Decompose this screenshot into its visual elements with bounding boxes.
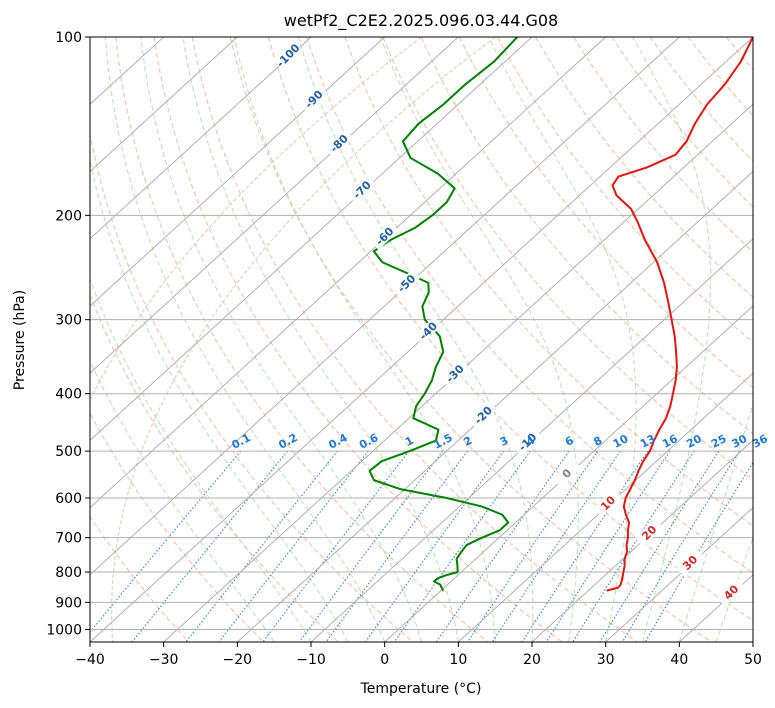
isotherm-label-bg [675,548,705,577]
isotherm-line [90,37,533,442]
dry-adiabat [191,37,638,642]
x-tick-label: 10 [449,652,467,668]
x-tick-label: 0 [380,652,389,668]
mixing-ratio-label: 16 [660,432,680,451]
mixing-ratio-label-text: 20 [684,432,704,451]
y-tick-label: 400 [55,387,82,403]
isotherm-line [90,37,312,240]
plot-frame [89,36,754,643]
isotherm-label-bg [324,129,354,158]
x-tick-label: 30 [597,652,615,668]
moist-adiabat [632,37,712,642]
y-tick-label: 800 [55,565,82,581]
x-tick-label: −40 [75,652,105,668]
moist-adiabat [678,401,753,642]
mixing-ratio-label: 20 [684,432,704,451]
isotherm-line [90,37,680,576]
moist-adiabat [488,37,637,642]
y-tick-label: 500 [55,444,82,460]
y-tick-label: 700 [55,531,82,547]
isotherm-label-bg [299,84,328,114]
y-tick-label: 200 [55,208,82,224]
y-tick-label: 900 [55,595,82,611]
x-axis-label: Temperature (°C) [360,681,482,697]
isotherm-line [310,237,753,642]
isotherm-label-bg [513,427,542,457]
y-tick-label: 600 [55,491,82,507]
x-tick-label: 40 [670,652,688,668]
isotherm-line [90,37,607,509]
isotherm-line [236,170,753,642]
isotherm-line [90,37,238,173]
isotherm-label-bg [716,578,746,607]
isotherm-label-bg [392,269,421,298]
isotherm-label-bg [413,316,443,345]
dry-adiabat [420,37,753,435]
isotherm-line [384,305,753,642]
mixing-ratio-label-text: 16 [660,432,680,451]
dry-adiabat [90,515,190,642]
dewpoint-line [368,37,518,592]
mixing-ratio-label: 13 [638,432,658,451]
isotherm-label: 0 [552,459,581,488]
moist-adiabat [182,37,459,642]
isotherm-label-bg [273,41,303,70]
mixing-ratio-label-text: 30 [730,432,750,451]
isotherm-label-bg [552,459,581,488]
x-tick-label: −30 [149,652,179,668]
isotherm-label-bg [593,488,622,518]
chart-title: wetPf2_C2E2.2025.096.03.44.G08 [284,11,558,31]
y-tick-label: 1000 [46,622,82,638]
isotherm-label-bg [468,400,498,430]
moist-adiabat [140,37,422,642]
mixing-ratio-label: 25 [709,432,729,451]
isotherm-label-bg [634,518,664,547]
mixing-ratio-label-text: 10 [611,432,631,451]
isotherm-line [605,506,753,642]
moist-adiabat [380,37,579,642]
isotherm-line [163,103,753,642]
mixing-ratio-label: 30 [730,432,750,451]
profile-lines [368,37,753,592]
isotherm-line [457,372,753,642]
mixing-ratio-label-text: 25 [709,432,729,451]
isotherm-label-bg [440,359,469,388]
mixing-ratio-label: 10 [611,432,631,451]
dry-adiabat [458,37,753,389]
isotherm-label-bg [370,221,399,251]
mixing-ratio-label-text: 13 [638,432,658,451]
temperature-line [606,37,753,592]
x-tick-label: 20 [523,652,541,668]
y-axis-label: Pressure (hPa) [12,290,28,390]
isotherm-line [90,37,386,307]
x-tick-label: −20 [223,652,253,668]
x-tick-label: −10 [296,652,326,668]
y-tick-label: 300 [55,313,82,329]
x-tick-label: 50 [744,652,762,668]
moist-adiabat [90,359,275,642]
dry-adiabat [382,37,753,481]
dry-adiabat [496,37,753,344]
dry-adiabat [535,37,753,298]
dry-adiabat [115,37,489,642]
moist-adiabat [90,158,349,642]
line-labels: -100-90-80-70-60-50-40-30-20-10010203040… [230,41,770,607]
isotherm-label-bg [347,175,376,204]
y-tick-label: 100 [55,30,82,46]
moist-adiabat [233,37,496,642]
mixing-ratio-label: 36 [750,432,770,451]
mixing-ratio-label-text: 36 [750,432,770,451]
axes: −40 −30 −20 −10 0 10 20 30 40 5010020030040050060… [46,30,762,668]
